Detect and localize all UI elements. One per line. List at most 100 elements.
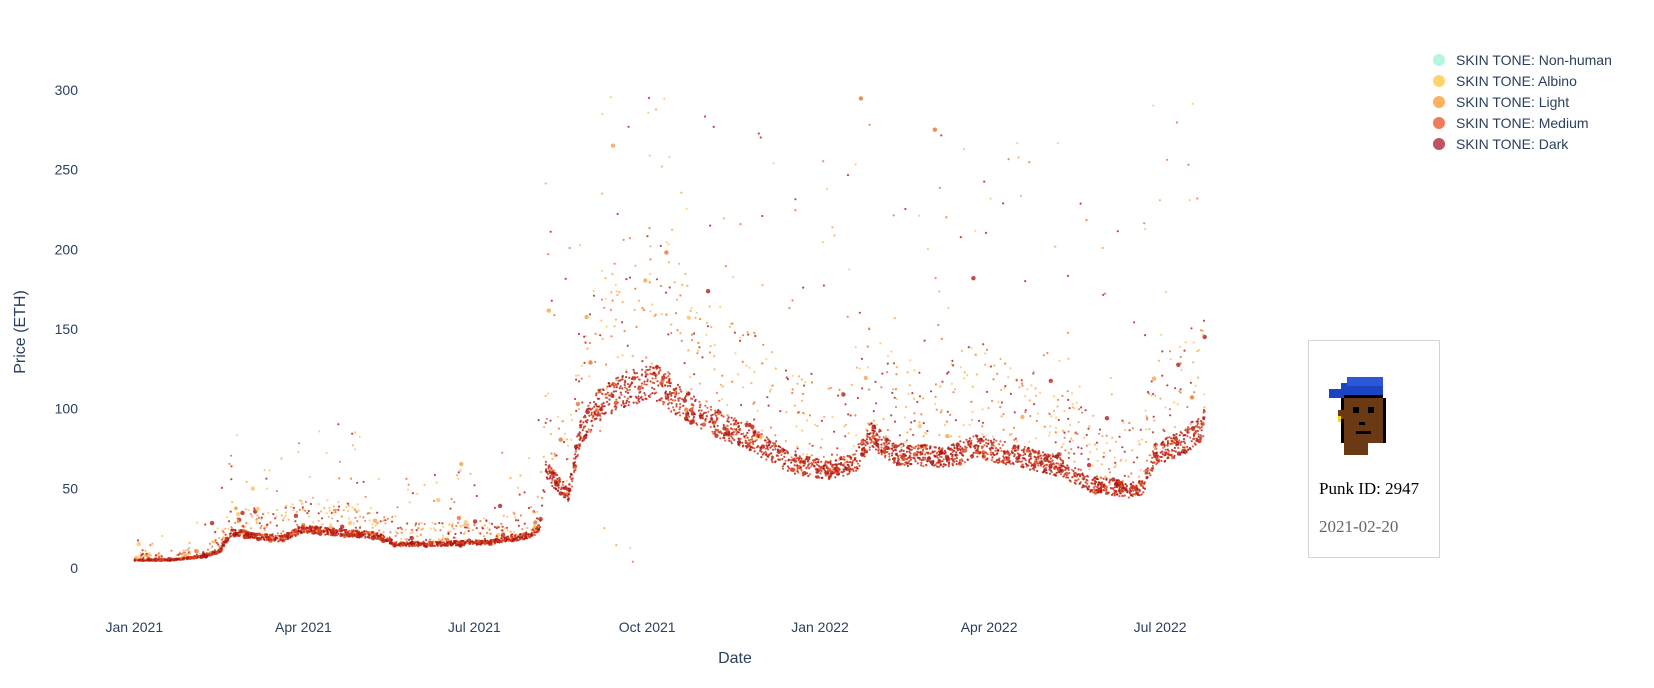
scatter-point[interactable]: [634, 264, 637, 267]
scatter-point[interactable]: [736, 431, 739, 434]
scatter-point[interactable]: [816, 469, 820, 472]
scatter-point[interactable]: [898, 443, 901, 447]
scatter-point[interactable]: [1159, 451, 1162, 454]
scatter-point[interactable]: [198, 552, 201, 555]
scatter-point[interactable]: [230, 526, 233, 529]
scatter-point[interactable]: [1022, 451, 1025, 454]
scatter-point[interactable]: [1028, 453, 1031, 456]
scatter-point[interactable]: [601, 337, 604, 340]
scatter-point[interactable]: [724, 265, 728, 268]
scatter-point[interactable]: [909, 458, 912, 461]
scatter-point[interactable]: [696, 423, 699, 426]
scatter-point[interactable]: [1108, 483, 1111, 486]
scatter-point[interactable]: [553, 479, 557, 482]
scatter-point[interactable]: [833, 471, 836, 474]
scatter-point[interactable]: [518, 493, 521, 496]
scatter-point[interactable]: [361, 531, 364, 534]
scatter-point[interactable]: [954, 419, 958, 422]
scatter-point[interactable]: [530, 532, 534, 536]
scatter-point[interactable]: [366, 512, 369, 515]
scatter-point[interactable]: [1190, 440, 1193, 443]
scatter-point[interactable]: [710, 325, 713, 329]
scatter-point[interactable]: [376, 511, 379, 514]
scatter-point[interactable]: [688, 415, 691, 418]
scatter-point[interactable]: [1130, 482, 1133, 485]
scatter-point[interactable]: [976, 447, 979, 451]
scatter-point[interactable]: [637, 299, 641, 302]
scatter-point[interactable]: [850, 383, 853, 386]
scatter-point[interactable]: [846, 315, 849, 318]
scatter-point[interactable]: [1098, 428, 1102, 431]
scatter-point[interactable]: [1141, 485, 1144, 488]
scatter-point[interactable]: [1030, 457, 1033, 460]
scatter-point[interactable]: [846, 473, 849, 476]
scatter-point[interactable]: [847, 464, 850, 467]
scatter-point[interactable]: [822, 160, 825, 163]
scatter-point[interactable]: [752, 431, 755, 434]
scatter-point[interactable]: [924, 453, 927, 456]
scatter-point[interactable]: [826, 187, 829, 190]
scatter-point[interactable]: [555, 454, 558, 457]
scatter-point[interactable]: [1190, 327, 1193, 330]
scatter-point[interactable]: [1123, 428, 1127, 432]
scatter-point[interactable]: [609, 308, 613, 311]
scatter-point[interactable]: [837, 473, 840, 476]
scatter-point[interactable]: [533, 520, 538, 525]
scatter-point[interactable]: [684, 272, 687, 275]
scatter-point[interactable]: [1121, 494, 1124, 497]
scatter-point[interactable]: [623, 383, 626, 387]
scatter-point[interactable]: [820, 419, 824, 422]
scatter-point[interactable]: [912, 433, 915, 436]
scatter-point[interactable]: [934, 455, 937, 458]
scatter-point[interactable]: [1101, 246, 1104, 250]
scatter-point[interactable]: [570, 419, 574, 422]
scatter-point[interactable]: [909, 428, 912, 431]
scatter-point[interactable]: [667, 407, 670, 410]
scatter-point[interactable]: [713, 430, 716, 434]
scatter-point[interactable]: [919, 458, 922, 461]
scatter-point[interactable]: [600, 298, 604, 301]
scatter-point[interactable]: [624, 390, 628, 393]
scatter-point[interactable]: [784, 369, 788, 372]
scatter-point[interactable]: [606, 385, 609, 388]
scatter-point[interactable]: [1187, 448, 1190, 451]
scatter-point[interactable]: [481, 540, 484, 543]
scatter-point[interactable]: [923, 456, 927, 459]
scatter-point[interactable]: [863, 375, 868, 381]
scatter-point[interactable]: [761, 214, 764, 218]
scatter-point[interactable]: [386, 537, 389, 540]
scatter-point[interactable]: [423, 523, 426, 526]
scatter-point[interactable]: [514, 538, 517, 541]
scatter-point[interactable]: [922, 450, 925, 453]
scatter-point[interactable]: [1007, 460, 1010, 463]
scatter-point[interactable]: [566, 495, 569, 498]
scatter-point[interactable]: [916, 447, 919, 450]
scatter-point[interactable]: [995, 453, 998, 456]
scatter-point[interactable]: [447, 532, 450, 535]
scatter-point[interactable]: [461, 543, 464, 546]
scatter-point[interactable]: [1085, 433, 1088, 437]
scatter-point[interactable]: [637, 399, 640, 402]
scatter-point[interactable]: [984, 438, 988, 441]
scatter-point[interactable]: [902, 449, 905, 452]
scatter-point[interactable]: [791, 299, 794, 302]
scatter-point[interactable]: [154, 555, 157, 558]
scatter-point[interactable]: [955, 442, 960, 447]
scatter-point[interactable]: [441, 522, 444, 525]
scatter-point[interactable]: [990, 446, 993, 449]
scatter-point[interactable]: [1192, 341, 1195, 344]
scatter-point[interactable]: [1092, 486, 1095, 489]
scatter-point[interactable]: [149, 554, 152, 557]
scatter-point[interactable]: [223, 540, 226, 544]
scatter-point[interactable]: [841, 392, 846, 397]
scatter-point[interactable]: [274, 534, 277, 538]
scatter-point[interactable]: [966, 458, 969, 461]
scatter-point[interactable]: [627, 125, 630, 128]
scatter-point[interactable]: [909, 359, 912, 362]
scatter-point[interactable]: [659, 369, 662, 372]
scatter-point[interactable]: [411, 492, 414, 495]
scatter-point[interactable]: [1028, 459, 1031, 462]
scatter-point[interactable]: [263, 538, 266, 542]
scatter-point[interactable]: [504, 540, 507, 543]
scatter-point[interactable]: [872, 419, 876, 422]
